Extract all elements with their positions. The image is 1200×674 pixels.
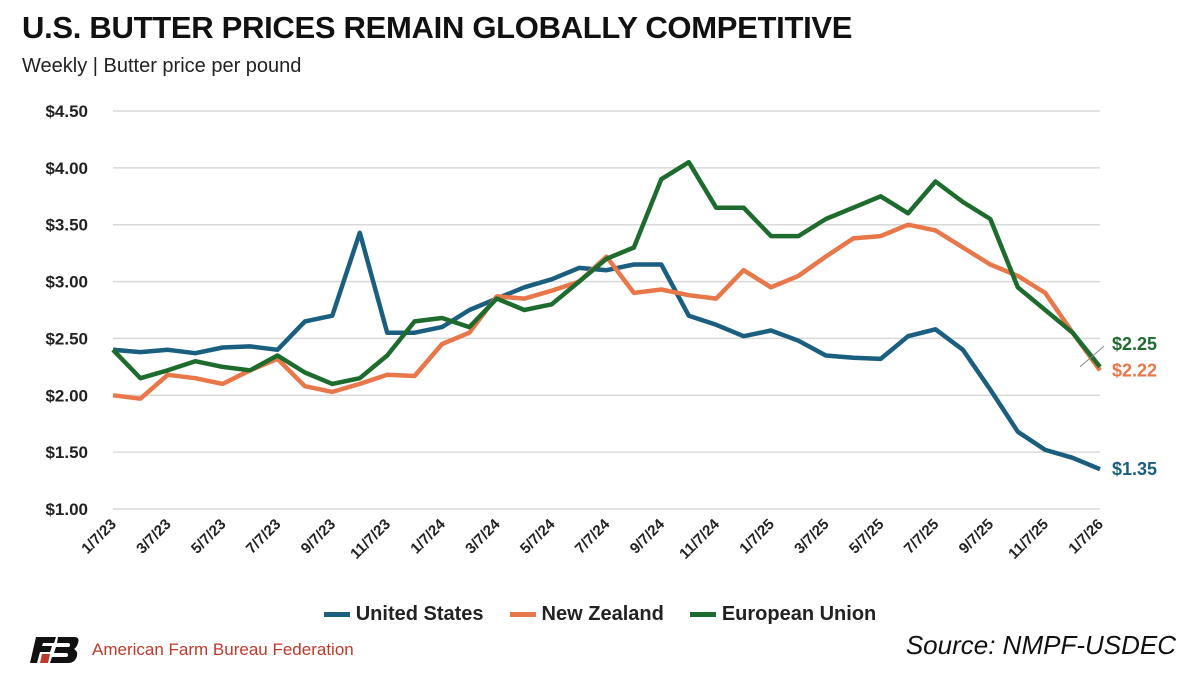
x-tick-label: 7/7/23 — [243, 516, 285, 558]
legend-label: New Zealand — [541, 603, 664, 625]
x-tick-label: 9/7/23 — [298, 516, 340, 558]
x-tick-label: 7/7/24 — [572, 515, 614, 557]
chart-subtitle: Weekly | Butter price per pound — [22, 55, 302, 77]
y-tick-label: $4.00 — [45, 159, 88, 178]
end-value-label: $2.25 — [1112, 334, 1157, 354]
legend-swatch — [509, 612, 536, 617]
x-tick-label: 9/7/25 — [956, 516, 998, 558]
end-value-label: $2.22 — [1112, 360, 1157, 380]
series-line-new-zealand — [112, 222, 1102, 401]
y-tick-label: $1.50 — [45, 443, 88, 462]
y-tick-label: $2.00 — [45, 386, 88, 405]
x-tick-label: 5/7/23 — [188, 516, 230, 558]
x-tick-label: 1/7/25 — [736, 516, 778, 558]
chart-title: U.S. BUTTER PRICES REMAIN GLOBALLY COMPE… — [22, 10, 853, 45]
leader-line — [1079, 345, 1105, 368]
x-tick-label: 3/7/25 — [791, 516, 833, 558]
x-tick-label: 1/7/24 — [407, 515, 449, 557]
legend-item-united-states: United States — [323, 603, 484, 626]
x-tick-label: 5/7/24 — [517, 515, 559, 557]
x-tick-label: 11/7/25 — [1005, 516, 1052, 563]
x-tick-label: 1/7/23 — [78, 516, 120, 558]
x-tick-label: 11/7/24 — [676, 515, 723, 562]
x-tick-label: 7/7/25 — [901, 516, 943, 558]
legend: United States New Zealand European Union — [0, 603, 1200, 626]
legend-swatch — [323, 612, 350, 617]
legend-item-european-union: European Union — [689, 603, 877, 626]
legend-swatch — [689, 612, 716, 617]
y-tick-label: $3.00 — [45, 273, 88, 292]
y-tick-label: $3.50 — [45, 216, 88, 235]
x-tick-label: 3/7/24 — [462, 515, 504, 557]
x-tick-label: 3/7/23 — [133, 516, 175, 558]
y-tick-label: $4.50 — [45, 102, 88, 121]
x-tick-label: 11/7/23 — [347, 516, 394, 563]
legend-item-new-zealand: New Zealand — [509, 603, 664, 626]
afbf-logo: American Farm Bureau Federation — [30, 637, 354, 663]
legend-label: European Union — [721, 603, 877, 625]
end-value-label: $1.35 — [1112, 459, 1157, 479]
series-line-european-union — [111, 159, 1102, 387]
fb-logo-icon — [30, 637, 79, 663]
organization-name: American Farm Bureau Federation — [92, 640, 354, 659]
series-line-united-states — [112, 230, 1101, 472]
x-tick-label: 9/7/24 — [627, 515, 669, 557]
x-tick-label: 5/7/25 — [846, 516, 888, 558]
y-tick-label: $1.00 — [45, 500, 88, 519]
x-tick-label: 1/7/26 — [1065, 516, 1107, 558]
y-tick-label: $2.50 — [45, 329, 88, 348]
legend-label: United States — [355, 603, 484, 625]
source-note: Source: NMPF-USDEC — [905, 630, 1176, 660]
